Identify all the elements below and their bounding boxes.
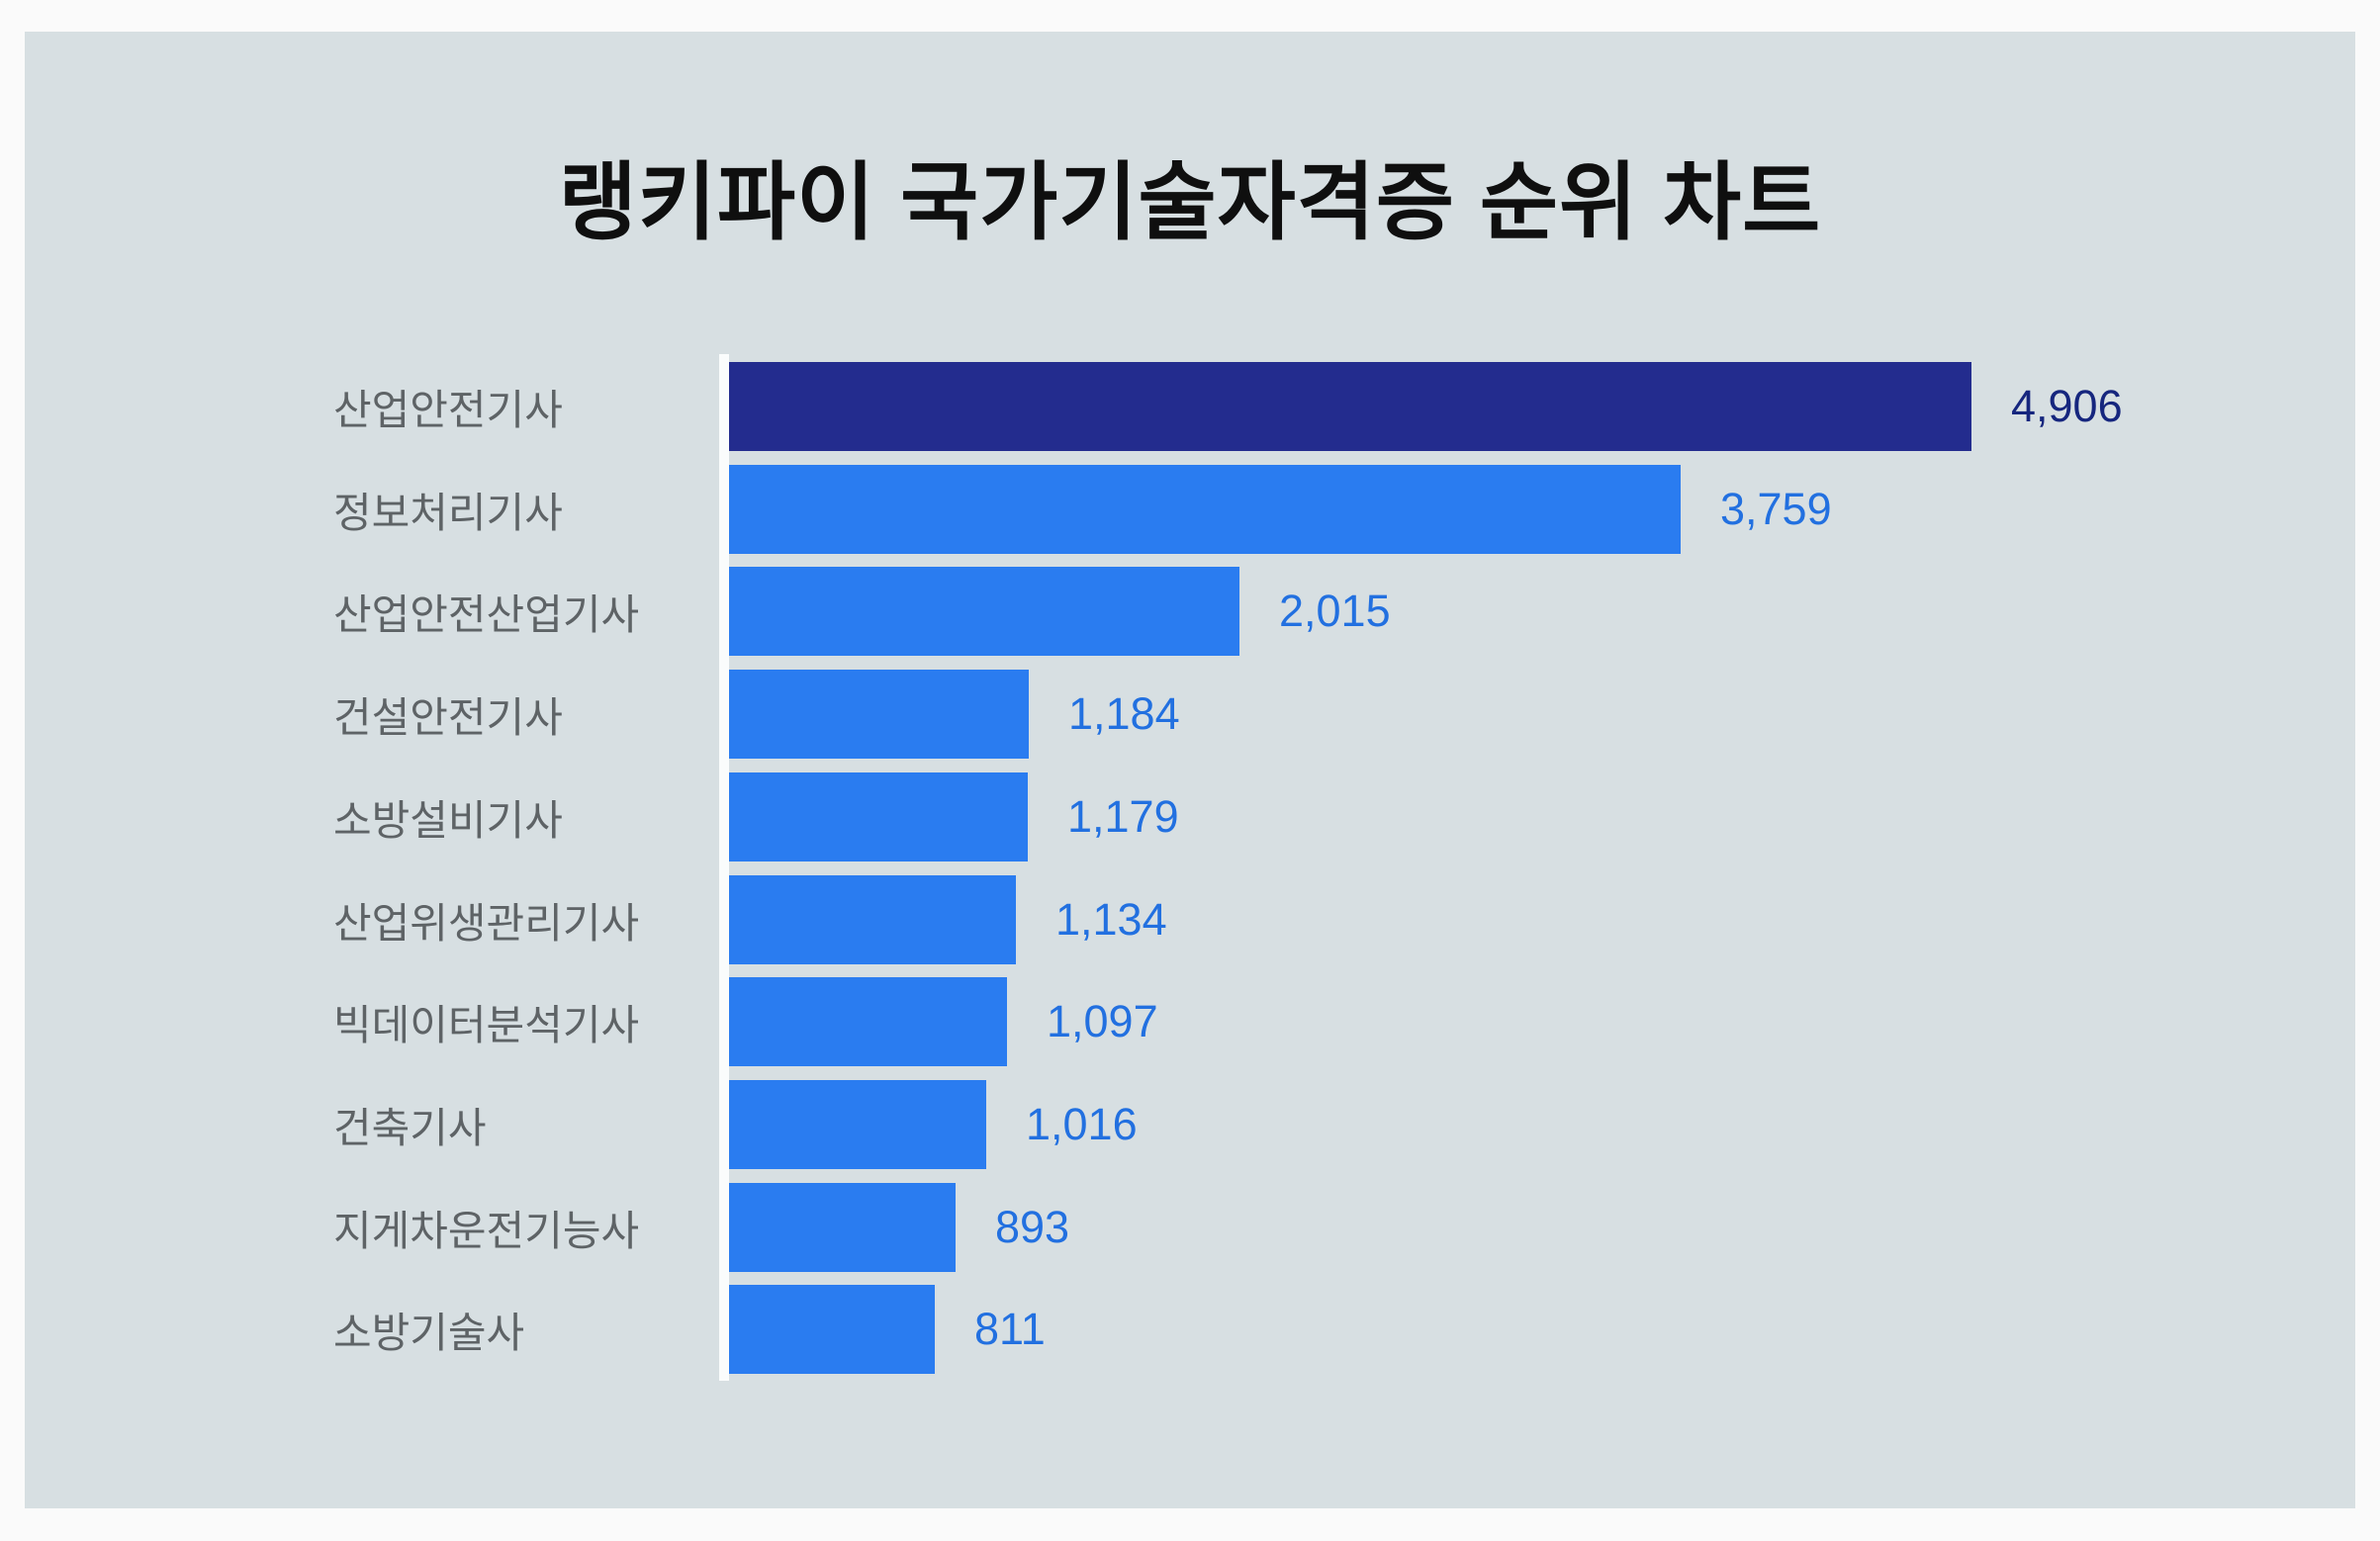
category-label: 정보처리기사 bbox=[333, 489, 563, 536]
value-label: 1,016 bbox=[1026, 1099, 1138, 1149]
category-label: 소방기술사 bbox=[333, 1309, 525, 1356]
value-label: 1,179 bbox=[1067, 791, 1179, 842]
value-bar bbox=[729, 465, 1681, 554]
bar-row: 건설안전기사 1,184 bbox=[25, 670, 2355, 759]
value-bar bbox=[729, 772, 1028, 861]
value-bar bbox=[729, 875, 1016, 964]
bar-row: 산업안전기사 4,906 bbox=[25, 362, 2355, 451]
bar-row: 건축기사 1,016 bbox=[25, 1080, 2355, 1169]
y-axis-line bbox=[719, 354, 729, 1381]
value-label: 1,184 bbox=[1068, 688, 1180, 739]
category-label: 빅데이터분석기사 bbox=[333, 1001, 640, 1048]
value-bar bbox=[729, 1285, 935, 1374]
value-label: 811 bbox=[974, 1304, 1046, 1354]
value-label: 1,097 bbox=[1047, 996, 1158, 1046]
value-bar bbox=[729, 567, 1239, 656]
value-bar bbox=[729, 1080, 986, 1169]
bar-row: 소방설비기사 1,179 bbox=[25, 772, 2355, 861]
bar-row: 소방기술사 811 bbox=[25, 1285, 2355, 1374]
category-label: 건축기사 bbox=[333, 1104, 487, 1151]
value-label: 4,906 bbox=[2011, 381, 2123, 431]
bar-row: 정보처리기사 3,759 bbox=[25, 465, 2355, 554]
category-label: 소방설비기사 bbox=[333, 796, 563, 844]
value-bar bbox=[729, 977, 1007, 1066]
value-bar bbox=[729, 1183, 956, 1272]
chart-title: 랭키파이 국가기술자격증 순위 차트 bbox=[558, 155, 1822, 250]
category-label: 지게차운전기능사 bbox=[333, 1207, 640, 1254]
category-label: 산업안전기사 bbox=[333, 386, 563, 433]
category-label: 건설안전기사 bbox=[333, 693, 563, 741]
value-bar bbox=[729, 670, 1029, 759]
value-label: 893 bbox=[995, 1202, 1070, 1252]
category-label: 산업위생관리기사 bbox=[333, 899, 640, 947]
value-label: 1,134 bbox=[1055, 894, 1167, 945]
value-label: 3,759 bbox=[1720, 484, 1832, 534]
bar-row: 산업안전산업기사 2,015 bbox=[25, 567, 2355, 656]
bar-row: 빅데이터분석기사 1,097 bbox=[25, 977, 2355, 1066]
chart-panel: 랭키파이 국가기술자격증 순위 차트 산업안전기사 4,906 정보처리기사 3,75… bbox=[25, 32, 2355, 1508]
value-label: 2,015 bbox=[1279, 586, 1391, 636]
value-bar bbox=[729, 362, 1971, 451]
bar-row: 지게차운전기능사 893 bbox=[25, 1183, 2355, 1272]
bar-row: 산업위생관리기사 1,134 bbox=[25, 875, 2355, 964]
bar-chart: 산업안전기사 4,906 정보처리기사 3,759 산업안전산업기사 2,015 건설안전기… bbox=[25, 362, 2355, 1410]
category-label: 산업안전산업기사 bbox=[333, 590, 640, 638]
